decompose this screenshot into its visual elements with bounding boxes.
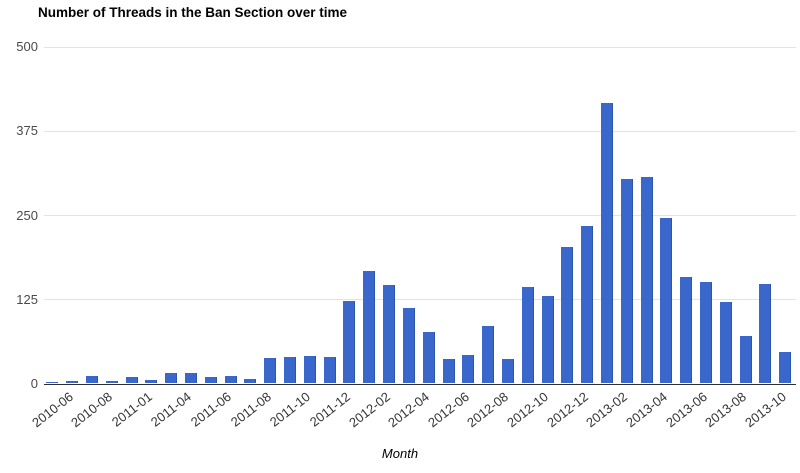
bar [125,377,138,384]
x-axis-tick-label: 2011-06 [187,389,235,430]
x-axis-line [44,383,796,385]
bar [541,295,554,384]
bar [165,372,178,384]
x-axis-tick-label: 2012-10 [504,389,551,431]
bar [581,226,594,384]
bar [640,177,653,384]
bar [700,282,713,384]
bar [521,287,534,384]
bar [323,356,336,384]
bar [561,247,574,384]
x-axis-tick-label: 2013-06 [662,389,710,431]
bar [224,376,237,384]
x-axis-tick-label: 2012-08 [464,389,512,431]
x-axis-tick-label: 2010-06 [28,389,76,431]
bar [462,355,475,384]
x-axis-tick-label: 2011-08 [227,389,274,430]
y-axis-tick-label: 500 [16,39,38,54]
bar [85,376,98,384]
bar [779,351,792,384]
y-gridline [44,299,796,301]
x-axis-tick-label: 2012-12 [543,389,591,431]
bar [660,217,673,384]
y-axis-tick-label: 125 [16,291,38,307]
bar [719,301,732,384]
x-axis-tick-label: 2013-04 [623,389,670,431]
bar [284,356,297,384]
bar [303,355,316,384]
x-axis-tick-label: 2011-04 [148,389,195,430]
x-axis-tick-label: 2011-12 [306,389,353,430]
bar [600,103,613,384]
bar [66,380,79,384]
bar [46,382,59,384]
bar [620,178,633,384]
bar [482,325,495,384]
x-axis-tick-label: 2011-01 [108,389,155,430]
x-axis-tick-label: 2012-02 [345,389,393,431]
bar [244,379,257,384]
bar [343,301,356,384]
x-axis-tick-label: 2013-10 [741,389,789,431]
bar [759,284,772,384]
x-axis-tick-label: 2013-02 [583,389,631,431]
bar [264,357,277,384]
y-axis-tick-label: 0 [30,376,38,391]
bar [383,285,396,384]
x-axis-tick-label: 2013-08 [702,389,750,431]
bar [184,373,197,384]
bar [402,308,415,384]
bar [739,335,752,384]
bar [145,380,158,384]
bar [105,381,118,384]
bar [680,277,693,384]
y-axis-tick-label: 250 [16,207,38,223]
y-axis-tick-label: 375 [16,123,38,139]
y-gridline [44,215,796,216]
chart-title: Number of Threads in the Ban Section ove… [38,5,348,20]
x-axis-tick-label: 2012-06 [424,389,472,431]
bar [501,358,514,384]
x-axis-tick-label: 2012-04 [385,389,433,431]
y-gridline [44,130,796,132]
bar [363,270,376,384]
x-axis-tick-label: 2010-08 [68,389,116,431]
x-axis-title: Month [381,446,419,461]
bar [204,377,217,384]
y-gridline [44,46,796,48]
x-axis-tick-label: 2011-10 [267,389,314,430]
bar [422,331,435,384]
bar [442,358,455,384]
